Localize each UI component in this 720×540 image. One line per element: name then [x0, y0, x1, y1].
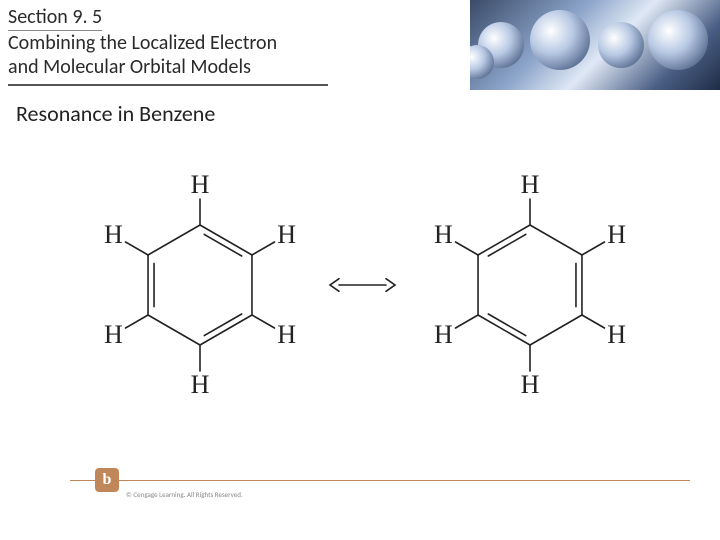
header-text: Section 9. 5 Combining the Localized Ele… [8, 5, 408, 79]
hydrogen-label: H [518, 170, 542, 200]
hydrogen-label: H [431, 320, 455, 350]
hydrogen-label: H [275, 220, 299, 250]
publisher-logo: b [95, 468, 119, 492]
footer-rule [70, 480, 690, 481]
title-line-1: Combining the Localized Electron [8, 32, 408, 56]
hydrogen-label: H [518, 370, 542, 400]
benzene-svg [40, 140, 680, 440]
publisher-logo-letter: b [103, 471, 112, 489]
header-decorative-art [470, 0, 720, 90]
header: Section 9. 5 Combining the Localized Ele… [0, 0, 720, 90]
slide: Section 9. 5 Combining the Localized Ele… [0, 0, 720, 540]
hydrogen-label: H [605, 320, 629, 350]
sphere-icon [648, 10, 708, 70]
title-underline [8, 84, 328, 86]
hydrogen-label: H [431, 220, 455, 250]
slide-subtitle: Resonance in Benzene [16, 100, 215, 127]
title-line-2: and Molecular Orbital Models [8, 56, 408, 80]
hydrogen-label: H [101, 320, 125, 350]
copyright-text: © Cengage Learning. All Rights Reserved. [126, 490, 243, 499]
hydrogen-label: H [275, 320, 299, 350]
sphere-icon [598, 22, 644, 68]
hydrogen-label: H [188, 370, 212, 400]
hydrogen-label: H [101, 220, 125, 250]
hydrogen-label: H [188, 170, 212, 200]
sphere-icon [530, 10, 590, 70]
section-label: Section 9. 5 [8, 5, 102, 31]
benzene-resonance-figure: H H H H H H H H H H H H [40, 140, 680, 440]
hydrogen-label: H [605, 220, 629, 250]
